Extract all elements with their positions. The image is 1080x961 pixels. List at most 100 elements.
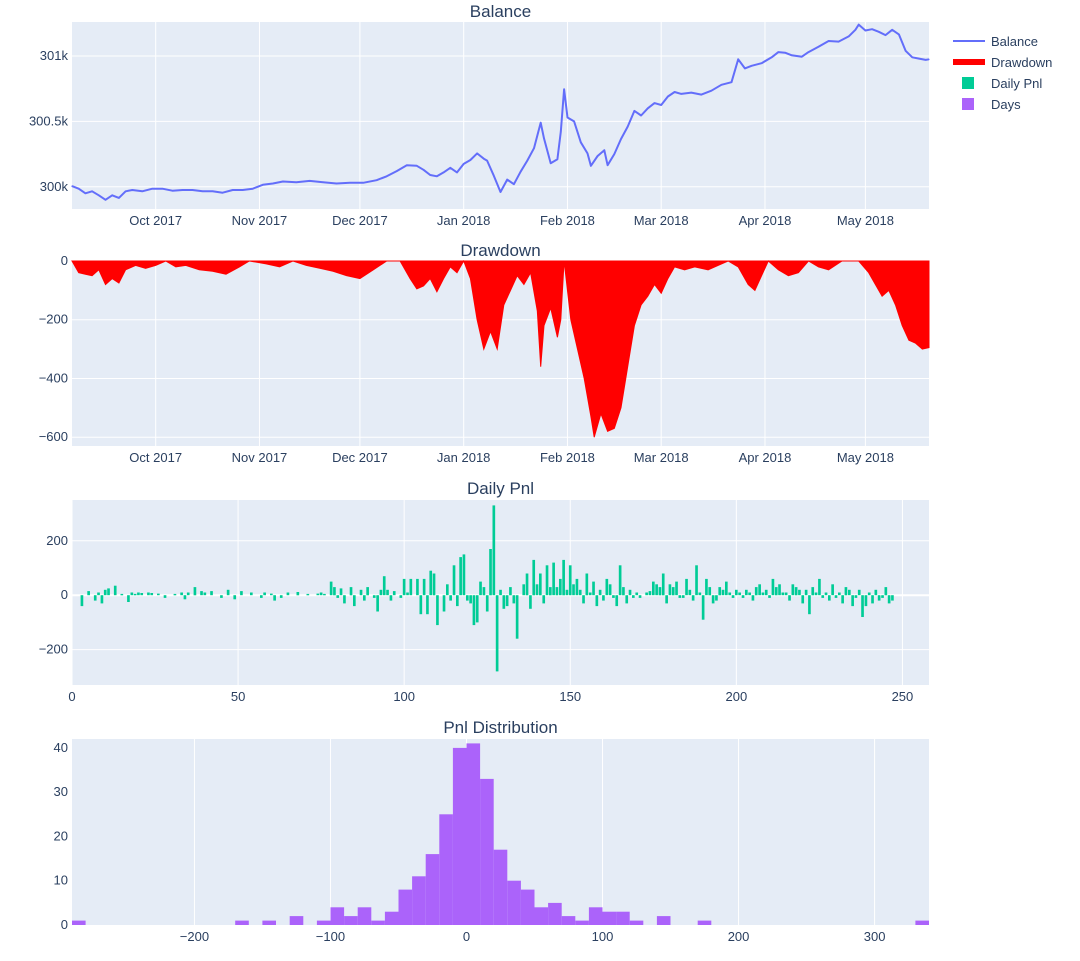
balance-point — [416, 165, 418, 167]
balance-point — [181, 189, 184, 191]
balance-point — [486, 160, 488, 162]
balance-point — [252, 188, 254, 190]
balance-point — [476, 152, 478, 154]
balance-point — [801, 56, 803, 58]
drawdown-x-tick-label: Nov 2017 — [232, 450, 288, 465]
daily-pnl-bar — [147, 592, 150, 596]
balance-point — [309, 180, 311, 182]
drawdown-panel: 0 −200 −400 −600 Oct 2017 Nov 2017 Dec 2017 Jan… — [39, 241, 930, 465]
balance-point — [436, 175, 438, 177]
balance-point — [406, 164, 408, 166]
daily-pnl-bar — [622, 587, 625, 596]
balance-y-axis: 300k 300.5k 301k — [29, 48, 929, 194]
balance-point — [653, 102, 656, 104]
drawdown-y-tick-label: −200 — [39, 312, 68, 327]
daily-pnl-bar — [582, 595, 585, 604]
fill-swatch-icon — [953, 59, 985, 65]
daily-pnl-bar — [665, 595, 668, 604]
daily-pnl-bar — [416, 578, 419, 596]
daily-pnl-bar — [429, 570, 433, 596]
balance-point — [506, 179, 508, 181]
daily-pnl-bar — [595, 595, 599, 607]
daily-pnl-bar — [273, 595, 276, 601]
daily-pnl-bar — [711, 595, 715, 604]
daily-pnl-bar — [718, 587, 722, 596]
balance-point — [730, 81, 733, 83]
days-histogram-bar — [330, 907, 345, 925]
days-histogram-bar — [439, 814, 453, 925]
balance-point — [720, 84, 723, 86]
balance-point — [78, 188, 80, 190]
legend-item-drawdown[interactable]: Drawdown — [953, 55, 1052, 70]
daily-pnl-bar — [778, 584, 781, 596]
daily-pnl-bar — [100, 595, 104, 604]
daily-pnl-bar — [475, 595, 479, 623]
balance-point — [580, 141, 582, 143]
daily-pnl-bar — [462, 554, 466, 596]
legend-label: Drawdown — [991, 55, 1052, 70]
daily-pnl-bar — [705, 578, 708, 596]
daily-pnl-bar — [376, 595, 379, 612]
daily-pnl-bar — [864, 595, 868, 607]
balance-point — [396, 170, 398, 172]
legend-item-days[interactable]: Days — [962, 97, 1021, 112]
balance-point — [362, 182, 364, 184]
balance-point — [744, 67, 746, 69]
daily-pnl-bar — [103, 589, 107, 596]
daily-pnl-bar — [549, 587, 552, 596]
days-histogram-bar — [398, 889, 413, 925]
drawdown-x-tick-label: Dec 2017 — [332, 450, 388, 465]
days-histogram-bar — [384, 911, 399, 925]
daily-pnl-bar — [422, 578, 426, 596]
balance-point — [586, 152, 589, 154]
daily-pnl-bar — [602, 595, 605, 601]
balance-point — [864, 29, 867, 32]
daily-pnl-bar — [389, 595, 393, 601]
days-histogram-bar — [466, 743, 481, 925]
days-histogram-bar — [289, 916, 304, 925]
balance-point — [573, 120, 575, 122]
drawdown-x-tick-label: Apr 2018 — [739, 450, 792, 465]
days-histogram-bar — [616, 911, 630, 925]
daily-pnl-bar — [728, 592, 732, 596]
balance-point — [295, 181, 297, 183]
legend-label: Daily Pnl — [991, 76, 1042, 91]
balance-point — [858, 24, 860, 26]
legend-item-daily-pnl[interactable]: Daily Pnl — [962, 76, 1042, 91]
daily-pnl-bar — [608, 584, 612, 596]
daily-pnl-bar — [133, 593, 137, 596]
days-histogram-bar — [480, 778, 494, 925]
balance-point — [161, 188, 163, 190]
daily-pnl-bar — [353, 595, 356, 607]
daily-pnl-bar — [652, 581, 655, 596]
daily-pnl-x-tick-label: 0 — [68, 689, 75, 704]
daily-pnl-bar — [319, 592, 323, 596]
balance-point — [483, 158, 485, 160]
balance-point — [817, 46, 820, 48]
daily-pnl-bar — [748, 592, 751, 596]
balance-point — [878, 31, 880, 33]
pnl-distribution-y-tick-label: 30 — [54, 784, 68, 799]
legend-label: Balance — [991, 34, 1038, 49]
drawdown-x-tick-label: May 2018 — [837, 450, 894, 465]
daily-pnl-bar — [834, 595, 838, 598]
pnl-distribution-x-tick-label: 0 — [463, 929, 470, 944]
daily-pnl-bar — [721, 589, 725, 596]
daily-pnl-bar — [446, 584, 449, 596]
legend-item-balance[interactable]: Balance — [953, 34, 1038, 49]
balance-y-tick-label: 300k — [40, 179, 69, 194]
daily-pnl-bar — [529, 595, 532, 609]
daily-pnl-bar — [754, 587, 758, 596]
daily-pnl-y-tick-label: 200 — [46, 533, 68, 548]
balance-point — [212, 190, 214, 192]
daily-pnl-bar — [539, 573, 542, 596]
daily-pnl-bar — [296, 592, 300, 596]
balance-x-axis: Oct 2017 Nov 2017 Dec 2017 Jan 2018 Feb 2018… — [129, 22, 894, 228]
daily-pnl-bar — [130, 592, 134, 596]
balance-plot-area — [72, 22, 929, 209]
daily-pnl-bar — [588, 592, 592, 596]
balance-y-tick-label: 300.5k — [29, 113, 69, 128]
daily-pnl-bar — [731, 595, 735, 598]
days-histogram-bar — [357, 907, 372, 925]
balance-panel: 300k 300.5k 301k Oct 2017 Nov 2017 Dec 2017 Ja… — [29, 2, 930, 228]
